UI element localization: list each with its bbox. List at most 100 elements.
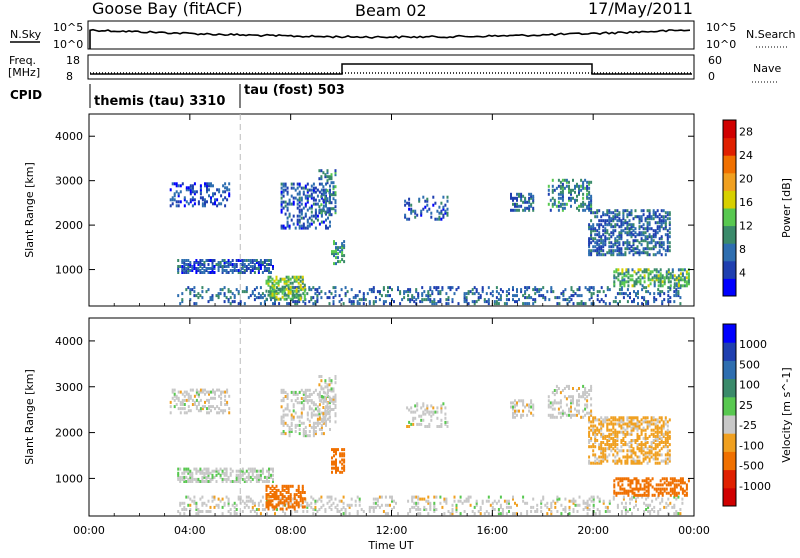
data-cell bbox=[614, 243, 617, 247]
data-cell bbox=[563, 206, 566, 210]
data-cell bbox=[660, 235, 663, 239]
data-cell bbox=[225, 261, 228, 264]
data-cell bbox=[649, 479, 652, 483]
data-cell bbox=[299, 495, 302, 499]
data-cell bbox=[224, 398, 227, 402]
data-cell bbox=[576, 413, 578, 417]
data-cell bbox=[296, 198, 299, 202]
data-cell bbox=[621, 270, 624, 274]
data-cell bbox=[645, 489, 648, 493]
data-cell bbox=[522, 403, 525, 407]
data-cell bbox=[624, 227, 627, 231]
data-cell bbox=[306, 417, 309, 421]
data-cell bbox=[308, 288, 311, 292]
data-cell bbox=[221, 512, 224, 516]
data-cell bbox=[604, 455, 607, 459]
data-cell bbox=[576, 182, 578, 186]
data-cell bbox=[344, 294, 347, 298]
data-cell bbox=[596, 223, 599, 227]
data-cell bbox=[426, 209, 429, 213]
data-cell bbox=[225, 471, 228, 475]
colorbar-tick-label: 1000 bbox=[739, 338, 767, 351]
data-cell bbox=[299, 493, 302, 497]
data-cell bbox=[557, 184, 560, 188]
data-cell bbox=[329, 428, 331, 431]
data-cell bbox=[328, 383, 331, 387]
data-cell bbox=[300, 224, 303, 228]
data-cell bbox=[320, 192, 323, 196]
data-cell bbox=[237, 475, 240, 479]
data-cell bbox=[282, 194, 285, 198]
data-cell bbox=[271, 495, 274, 499]
data-cell bbox=[204, 200, 206, 204]
data-cell bbox=[630, 422, 633, 426]
data-cell bbox=[618, 416, 621, 420]
data-cell bbox=[505, 290, 508, 294]
data-cell bbox=[582, 499, 585, 503]
data-cell bbox=[429, 505, 432, 509]
data-cell bbox=[552, 290, 555, 294]
data-cell bbox=[187, 269, 190, 272]
data-cell bbox=[213, 505, 216, 509]
data-cell bbox=[630, 461, 633, 465]
data-cell bbox=[393, 300, 395, 304]
data-cell bbox=[653, 493, 656, 497]
data-cell bbox=[455, 505, 458, 509]
data-cell bbox=[267, 281, 270, 285]
data-cell bbox=[310, 495, 313, 499]
data-cell bbox=[637, 487, 640, 491]
data-cell bbox=[408, 420, 411, 424]
data-cell bbox=[631, 268, 634, 272]
data-cell bbox=[324, 416, 327, 420]
data-cell bbox=[616, 215, 619, 219]
data-cell bbox=[610, 217, 613, 221]
data-cell bbox=[630, 233, 633, 237]
data-cell bbox=[555, 389, 558, 392]
data-cell bbox=[282, 409, 285, 413]
data-cell bbox=[334, 191, 337, 195]
data-cell bbox=[325, 423, 327, 427]
data-cell bbox=[544, 298, 547, 302]
data-cell bbox=[656, 445, 659, 449]
data-cell bbox=[616, 461, 619, 465]
data-cell bbox=[322, 503, 325, 507]
data-cell bbox=[604, 229, 607, 233]
data-cell bbox=[306, 510, 309, 513]
data-cell bbox=[600, 459, 603, 463]
data-cell bbox=[231, 269, 234, 272]
data-cell bbox=[656, 461, 659, 465]
data-cell bbox=[266, 475, 268, 479]
data-cell bbox=[415, 290, 418, 294]
data-cell bbox=[263, 269, 266, 272]
data-cell bbox=[269, 289, 272, 293]
data-cell bbox=[220, 390, 223, 394]
data-cell bbox=[598, 249, 601, 253]
data-cell bbox=[327, 216, 329, 220]
data-cell bbox=[546, 290, 549, 294]
data-cell bbox=[626, 247, 629, 251]
data-cell bbox=[343, 466, 346, 470]
data-cell bbox=[473, 512, 476, 516]
data-cell bbox=[288, 212, 291, 216]
data-cell bbox=[602, 245, 605, 249]
data-cell bbox=[298, 210, 301, 214]
data-cell bbox=[268, 471, 270, 475]
data-cell bbox=[342, 505, 345, 509]
data-cell bbox=[626, 300, 629, 304]
data-cell bbox=[526, 512, 529, 516]
data-cell bbox=[463, 294, 466, 298]
data-cell bbox=[467, 290, 470, 294]
data-cell bbox=[620, 221, 623, 225]
data-cell bbox=[612, 229, 615, 233]
data-cell bbox=[613, 274, 616, 278]
data-cell bbox=[179, 407, 182, 411]
data-cell bbox=[268, 290, 270, 294]
data-cell bbox=[282, 182, 285, 186]
data-cell bbox=[225, 296, 228, 300]
data-cell bbox=[181, 298, 184, 302]
data-cell bbox=[291, 505, 294, 509]
data-cell bbox=[625, 280, 628, 284]
data-cell bbox=[650, 451, 653, 455]
x-tick-label: 08:00 bbox=[275, 524, 307, 537]
data-cell bbox=[308, 286, 311, 290]
